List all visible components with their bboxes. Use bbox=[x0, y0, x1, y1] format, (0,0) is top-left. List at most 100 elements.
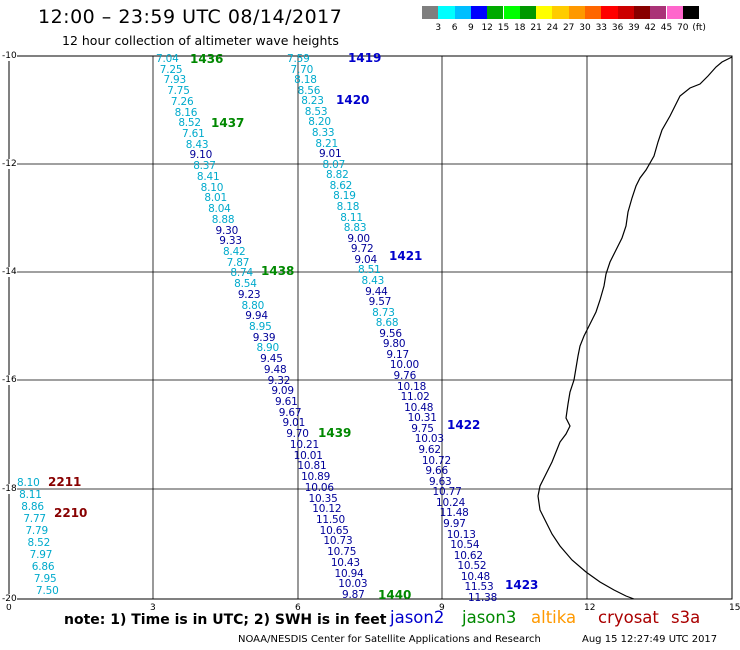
scale-label: (ft) bbox=[692, 23, 706, 33]
swh-value: 8.52 bbox=[178, 117, 201, 130]
scale-label: 18 bbox=[514, 23, 526, 33]
scale-label: 21 bbox=[530, 23, 542, 33]
scale-swatch bbox=[519, 6, 537, 19]
swh-value: 9.66 bbox=[425, 465, 448, 478]
swh-value: 11.38 bbox=[468, 592, 498, 604]
swh-value: 9.48 bbox=[263, 363, 287, 376]
chart-title: 12:00 – 23:59 UTC 08/14/2017 bbox=[38, 6, 343, 28]
swh-value: 10.13 bbox=[446, 528, 476, 541]
scale-swatch bbox=[568, 6, 585, 19]
swh-value: 8.62 bbox=[329, 179, 353, 192]
swh-value: 9.01 bbox=[282, 417, 306, 430]
scale-swatch bbox=[617, 6, 634, 19]
scale-swatch bbox=[585, 6, 602, 19]
swh-value: 8.11 bbox=[340, 211, 363, 224]
swh-value: 9.30 bbox=[215, 224, 239, 237]
pass-label: 1421 bbox=[389, 249, 423, 263]
swh-value: 10.75 bbox=[327, 546, 357, 559]
scale-label: 39 bbox=[628, 23, 640, 33]
swh-value: 8.18 bbox=[336, 200, 360, 213]
swh-value: 8.04 bbox=[208, 203, 231, 216]
swh-value: 8.52 bbox=[27, 537, 51, 549]
swh-value: 10.73 bbox=[323, 535, 353, 548]
swh-value: 9.32 bbox=[267, 374, 291, 387]
swh-value: 8.68 bbox=[375, 317, 399, 330]
swh-value: 7.77 bbox=[23, 513, 46, 525]
swh-value: 8.86 bbox=[21, 501, 44, 513]
swh-value: 10.54 bbox=[450, 539, 480, 552]
footer-note: note: 1) Time is in UTC; 2) SWH is in fe… bbox=[64, 612, 387, 628]
x-tick-label: 3 bbox=[150, 603, 156, 613]
swh-value: 9.94 bbox=[245, 310, 268, 323]
y-tick-label: -20 bbox=[2, 594, 17, 604]
legend-entry-s3a: s3a bbox=[671, 608, 701, 627]
scale-swatch bbox=[454, 6, 471, 19]
swh-value: 10.43 bbox=[330, 556, 360, 569]
swh-value: 10.52 bbox=[457, 560, 487, 573]
swh-value: 8.43 bbox=[185, 138, 209, 151]
swh-value: 9.62 bbox=[418, 444, 441, 457]
x-tick-label: 9 bbox=[439, 603, 445, 613]
swh-value: 8.51 bbox=[357, 264, 381, 277]
swh-value: 8.54 bbox=[234, 278, 257, 291]
y-tick-label: -18 bbox=[2, 484, 17, 494]
swh-value: 9.72 bbox=[350, 243, 374, 256]
swh-value: 9.10 bbox=[189, 149, 213, 162]
y-tick-label: -12 bbox=[2, 159, 17, 169]
scale-label: 42 bbox=[644, 23, 656, 33]
swh-value: 10.94 bbox=[334, 567, 364, 580]
swh-value: 10.18 bbox=[397, 380, 427, 393]
swh-value: 9.63 bbox=[428, 475, 452, 488]
scale-label: 33 bbox=[595, 23, 608, 33]
swh-value: 8.11 bbox=[19, 489, 42, 501]
swh-value: 8.20 bbox=[308, 116, 331, 129]
swh-value: 8.37 bbox=[193, 160, 216, 173]
swh-value: 10.81 bbox=[297, 460, 327, 473]
swh-value: 11.48 bbox=[439, 507, 469, 520]
swh-value: 8.16 bbox=[174, 106, 198, 119]
swh-value: 7.70 bbox=[290, 63, 314, 76]
scale-label: 27 bbox=[562, 23, 575, 33]
x-tick-label: 12 bbox=[584, 603, 596, 613]
swh-value: 9.67 bbox=[278, 406, 302, 419]
scale-swatch bbox=[666, 6, 683, 19]
swh-value: 11.53 bbox=[464, 581, 494, 594]
legend-entry-jason3: jason3 bbox=[462, 608, 517, 627]
pass-label: 1438 bbox=[261, 264, 295, 278]
swh-value: 11.50 bbox=[315, 513, 346, 526]
swh-value: 10.48 bbox=[404, 401, 434, 414]
scale-swatch bbox=[552, 6, 569, 19]
swh-value: 10.48 bbox=[460, 570, 490, 583]
swh-value: 7.59 bbox=[287, 53, 310, 65]
pass-label: 1419 bbox=[348, 51, 382, 65]
swh-value: 7.61 bbox=[182, 128, 205, 141]
x-tick-label: 6 bbox=[295, 603, 301, 613]
swh-value: 8.43 bbox=[361, 274, 385, 287]
pass-label: 1420 bbox=[336, 93, 370, 107]
pass-label: 2211 bbox=[48, 475, 82, 489]
scale-label: 9 bbox=[468, 23, 474, 33]
pass-label: 1437 bbox=[211, 116, 245, 130]
swh-value: 8.73 bbox=[372, 306, 395, 319]
swh-value: 10.21 bbox=[289, 438, 319, 451]
x-tick-label: 15 bbox=[729, 603, 740, 613]
scale-swatch bbox=[503, 6, 520, 19]
pass-label: 1423 bbox=[505, 578, 539, 592]
swh-value: 8.10 bbox=[17, 477, 40, 489]
swh-value: 6.86 bbox=[31, 561, 55, 573]
swh-value: 10.00 bbox=[389, 359, 419, 372]
y-tick-label: -14 bbox=[2, 267, 17, 277]
swh-value: 10.24 bbox=[436, 496, 466, 509]
swh-value: 10.31 bbox=[407, 412, 437, 425]
swh-value: 9.45 bbox=[260, 353, 283, 366]
swh-value: 10.03 bbox=[338, 578, 368, 591]
swh-value: 9.75 bbox=[411, 422, 434, 435]
swh-value: 7.26 bbox=[170, 95, 194, 108]
swh-value: 9.56 bbox=[379, 327, 402, 340]
swh-value: 7.87 bbox=[226, 256, 250, 269]
swh-value: 8.41 bbox=[196, 170, 220, 183]
map-border bbox=[8, 55, 733, 600]
swh-value: 8.53 bbox=[304, 105, 328, 118]
swh-value: 9.80 bbox=[382, 338, 406, 351]
scale-label: 6 bbox=[451, 23, 458, 33]
